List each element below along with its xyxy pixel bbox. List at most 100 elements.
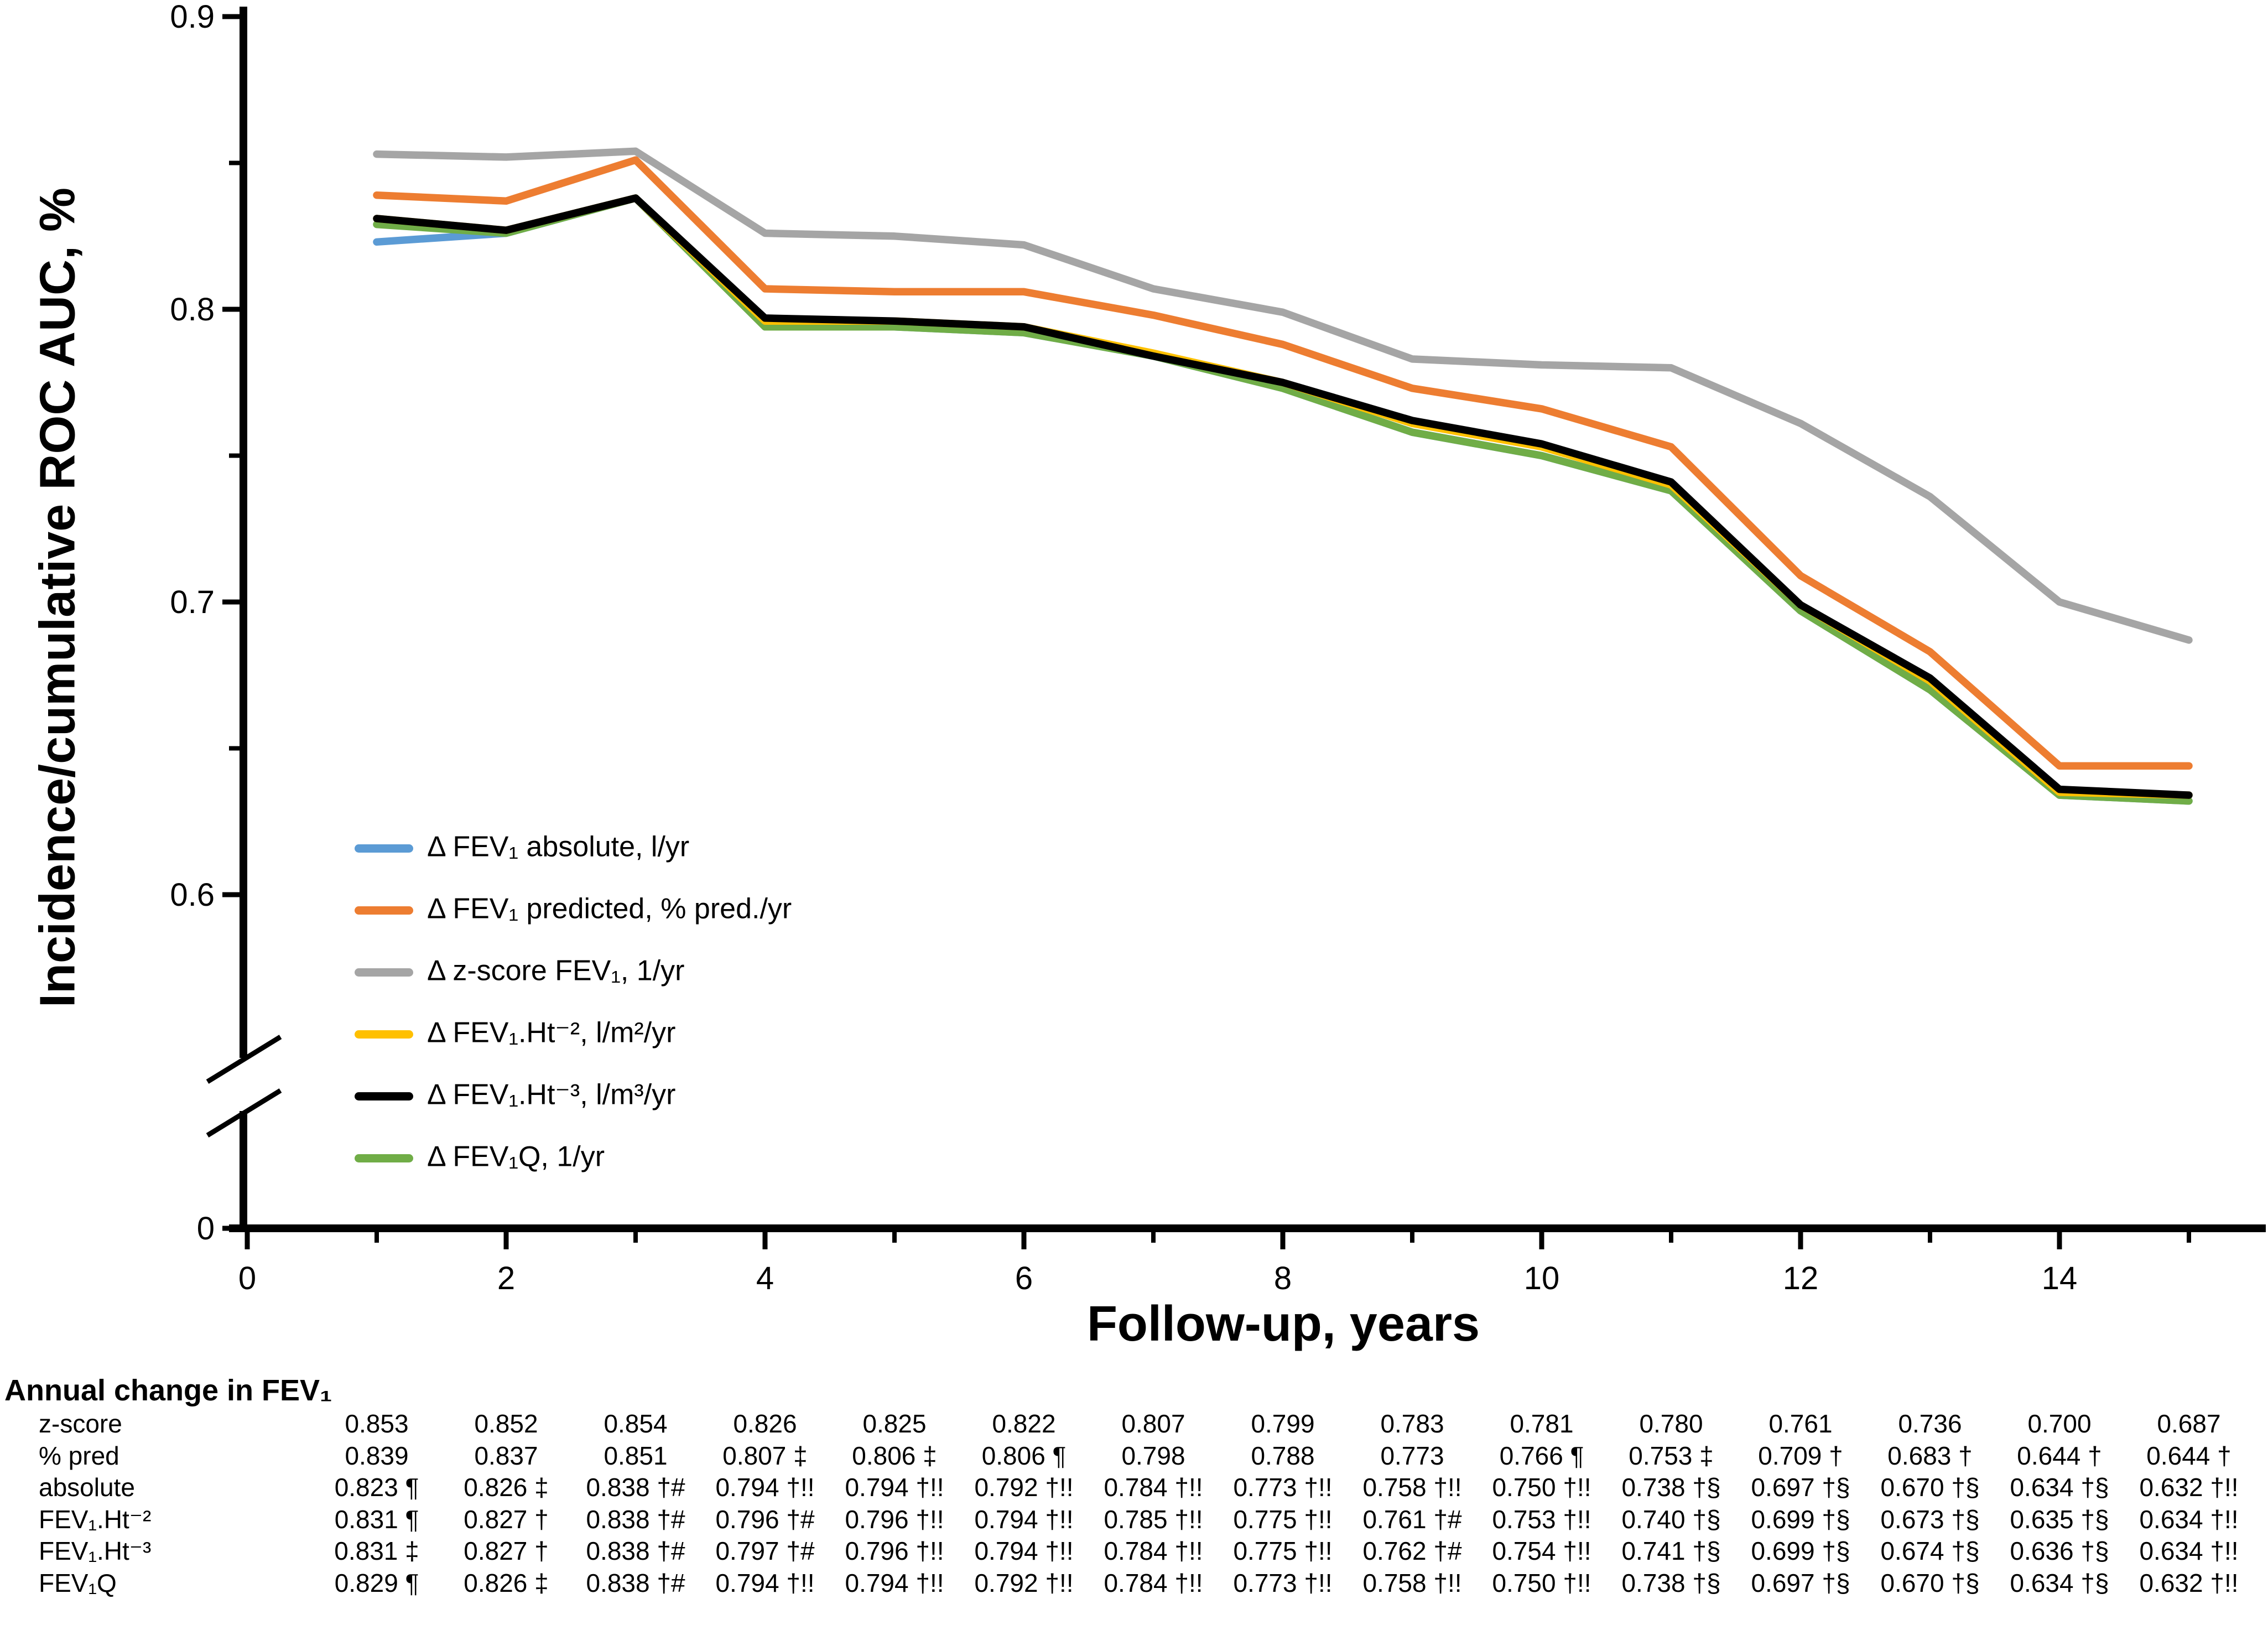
x-tick-label: 4	[756, 1260, 774, 1296]
table-cell: 0.806 ‡	[852, 1441, 937, 1470]
table-cell: 0.831 ¶	[334, 1505, 419, 1534]
table-cell: 0.826 ‡	[464, 1473, 549, 1502]
table-cell: 0.825	[862, 1409, 927, 1438]
table-cell: 0.831 ‡	[334, 1536, 419, 1565]
table-cell: 0.636 †§	[2010, 1536, 2109, 1565]
table-cell: 0.687	[2157, 1409, 2221, 1438]
delta-fev1-ht-2-line	[373, 194, 2193, 799]
table-cell: 0.827 †	[464, 1505, 549, 1534]
table-cell: 0.634 †!!	[2139, 1505, 2239, 1534]
table-cell: 0.773 †!!	[1233, 1473, 1333, 1502]
table-cell: 0.822	[992, 1409, 1056, 1438]
table-cell: 0.699 †§	[1751, 1536, 1850, 1565]
table-cell: 0.852	[474, 1409, 538, 1438]
table-cell: 0.826 ‡	[464, 1569, 549, 1597]
table-cell: 0.851	[604, 1441, 668, 1470]
line-chart: 0.9 0.8 0.7 0.6 00 2 4 6 8 10 12 14	[170, 0, 2266, 1296]
table-cell: 0.634 †§	[2010, 1473, 2109, 1502]
y-tick-label: 0.9	[170, 0, 215, 35]
table-cell: 0.839	[345, 1441, 409, 1470]
delta-fev1-ht-3-legend-label: Δ FEV₁.Ht⁻³, l/m³/yr	[427, 1078, 676, 1111]
table-cell: 0.738 †§	[1621, 1569, 1721, 1597]
table-cell: 0.758 †!!	[1362, 1569, 1462, 1597]
table-cell: 0.775 †!!	[1233, 1505, 1333, 1534]
delta-zscore-fev1-legend-label: Δ z-score FEV₁, 1/yr	[427, 954, 685, 987]
table-row-label-2: % pred	[39, 1441, 119, 1470]
table-cell: 0.697 †§	[1751, 1569, 1850, 1597]
table-cell: 0.797 †#	[715, 1536, 815, 1565]
table-cell: 0.838 †#	[586, 1473, 685, 1502]
table-cell: 0.807 ‡	[722, 1441, 808, 1470]
x-tick-label: 12	[1783, 1260, 1819, 1296]
table-cell: 0.758 †!!	[1362, 1473, 1462, 1502]
table-cell: 0.699 †§	[1751, 1505, 1850, 1534]
table-cell: 0.753 †!!	[1492, 1505, 1591, 1534]
table-cell: 0.634 †!!	[2139, 1536, 2239, 1565]
x-tick-label: 10	[1524, 1260, 1560, 1296]
table-cell: 0.634 †§	[2010, 1569, 2109, 1597]
axis-break-upper-icon	[206, 1035, 282, 1084]
table-cell: 0.750 †!!	[1492, 1569, 1591, 1597]
delta-fev1q-line	[373, 194, 2193, 805]
delta-fev1-ht-2-legend-swatch-icon	[355, 1030, 413, 1039]
table-cell: 0.798	[1121, 1441, 1185, 1470]
table-cell: 0.632 †!!	[2139, 1569, 2239, 1597]
delta-fev1q-legend-label: Δ FEV₁Q, 1/yr	[427, 1140, 605, 1173]
table-cell: 0.837	[474, 1441, 538, 1470]
table-cell: 0.740 †§	[1621, 1505, 1721, 1534]
y-tick-label: 0.8	[170, 292, 215, 328]
x-tick-label: 6	[1015, 1260, 1033, 1296]
table-row-label-1: z-score	[39, 1409, 122, 1438]
table-cell: 0.700	[2027, 1409, 2092, 1438]
x-axis-title: Follow-up, years	[1086, 1296, 1480, 1352]
table-cell: 0.792 †!!	[974, 1473, 1074, 1502]
table-cell: 0.794 †!!	[974, 1536, 1074, 1565]
table-cell: 0.853	[345, 1409, 409, 1438]
delta-fev1-ht-2-legend-label: Δ FEV₁.Ht⁻², l/m²/yr	[427, 1016, 676, 1049]
delta-zscore-fev1-line	[373, 147, 2193, 644]
delta-fev1-absolute-line	[373, 194, 2193, 805]
table-cell: 0.766 ¶	[1499, 1441, 1584, 1470]
table-cell: 0.784 †!!	[1104, 1536, 1203, 1565]
table-cell: 0.794 †!!	[845, 1569, 944, 1597]
table-cell: 0.783	[1380, 1409, 1444, 1438]
delta-fev1-absolute-legend-label: Δ FEV₁ absolute, l/yr	[427, 830, 690, 863]
table-cell: 0.794 †!!	[715, 1569, 815, 1597]
table-cell: 0.683 †	[1887, 1441, 1973, 1470]
table-cell: 0.738 †§	[1621, 1473, 1721, 1502]
table-cell: 0.775 †!!	[1233, 1536, 1333, 1565]
x-tick-label: 0	[238, 1260, 256, 1296]
table-cell: 0.697 †§	[1751, 1473, 1850, 1502]
delta-fev1-ht-3-line	[373, 194, 2193, 799]
table-cell: 0.773 †!!	[1233, 1569, 1333, 1597]
table-cell: 0.635 †§	[2010, 1505, 2109, 1534]
table-cell: 0.741 †§	[1621, 1536, 1721, 1565]
y-tick-label: 0.6	[170, 877, 215, 913]
table-cell: 0.761	[1768, 1409, 1833, 1438]
table-cell: 0.674 †§	[1880, 1536, 1980, 1565]
table-row-label-3: absolute	[39, 1473, 135, 1502]
delta-fev1-predicted-line	[373, 156, 2193, 770]
table-cell: 0.854	[604, 1409, 668, 1438]
table-cell: 0.788	[1251, 1441, 1315, 1470]
table-header: Annual change in FEV₁	[4, 1374, 332, 1407]
table-cell: 0.796 †!!	[845, 1505, 944, 1534]
table-cell: 0.838 †#	[586, 1536, 685, 1565]
table-cell: 0.709 †	[1758, 1441, 1843, 1470]
x-tick-label: 2	[497, 1260, 515, 1296]
table-cell: 0.644 †	[2017, 1441, 2102, 1470]
table-cell: 0.785 †!!	[1104, 1505, 1203, 1534]
table-cell: 0.807	[1121, 1409, 1185, 1438]
table-cell: 0.784 †!!	[1104, 1473, 1203, 1502]
table-cell: 0.826	[733, 1409, 797, 1438]
delta-fev1-predicted-legend-label: Δ FEV₁ predicted, % pred./yr	[427, 892, 792, 925]
table-cell: 0.794 †!!	[974, 1505, 1074, 1534]
table-cell: 0.754 †!!	[1492, 1536, 1591, 1565]
delta-fev1-predicted-legend-swatch-icon	[355, 906, 413, 915]
table-cell: 0.644 †	[2146, 1441, 2231, 1470]
delta-fev1-absolute-legend-swatch-icon	[355, 844, 413, 853]
table-cell: 0.753 ‡	[1629, 1441, 1714, 1470]
table-row-label-4: FEV₁.Ht⁻²	[39, 1505, 152, 1534]
table-cell: 0.794 †!!	[715, 1473, 815, 1502]
delta-fev1-ht-3-legend-swatch-icon	[355, 1092, 413, 1100]
